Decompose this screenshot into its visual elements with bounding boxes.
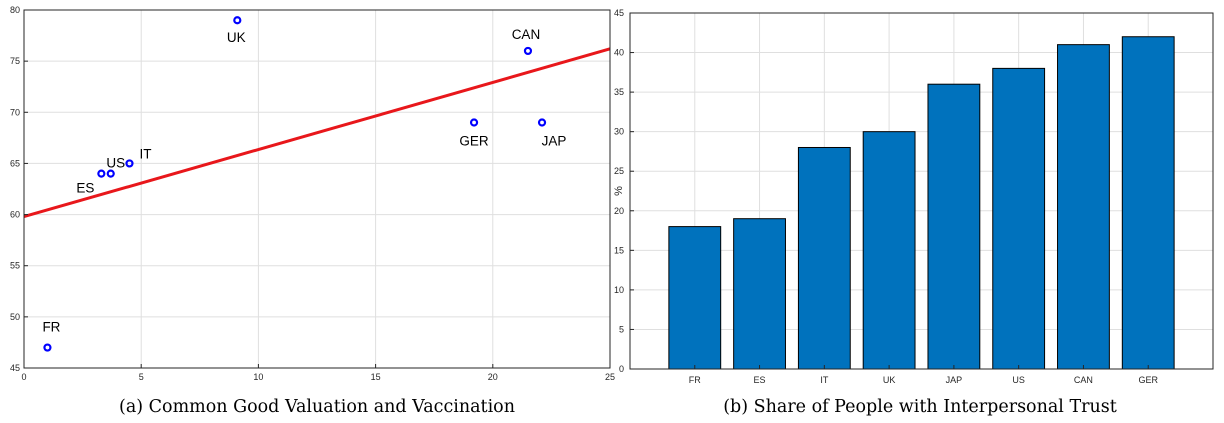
bar-tick-labels: 0 5 10 15 20 25 30 35 40 45 FR ES IT UK JAP US CAN GER xyxy=(614,8,1158,385)
bar-series xyxy=(668,36,1175,370)
bar xyxy=(733,218,786,370)
scatter-y-tick-label: 70 xyxy=(10,107,20,117)
scatter-y-tick-label: 50 xyxy=(10,312,20,322)
scatter-y-tick-label: 65 xyxy=(10,158,20,168)
bar-y-axis-label: % xyxy=(613,186,625,196)
scatter-y-tick-label: 45 xyxy=(10,363,20,373)
scatter-fit-line xyxy=(23,47,611,219)
bar-x-tick-label: GER xyxy=(1138,375,1158,385)
bar-y-tick-label: 35 xyxy=(614,87,624,97)
scatter-point xyxy=(537,118,547,127)
scatter-point xyxy=(469,118,479,127)
bar-y-tick-label: 0 xyxy=(619,364,624,374)
scatter-x-tick-label: 10 xyxy=(253,372,263,382)
scatter-point xyxy=(523,46,533,56)
bar-caption: (b) Share of People with Interpersonal T… xyxy=(723,397,1117,417)
scatter-grid xyxy=(23,9,611,369)
bar xyxy=(668,226,722,370)
scatter-caption: (a) Common Good Valuation and Vaccinatio… xyxy=(119,397,515,417)
bar xyxy=(927,83,981,370)
bar-y-tick-label: 20 xyxy=(614,206,624,216)
bar xyxy=(797,146,851,370)
scatter-axes-frame xyxy=(23,9,611,369)
scatter-x-tick-label: 0 xyxy=(21,372,26,382)
bar xyxy=(1121,36,1175,370)
bar-axes-frame xyxy=(629,12,1214,370)
scatter-y-tick-label: 55 xyxy=(10,261,20,271)
scatter-y-tick-label: 60 xyxy=(10,210,20,220)
scatter-y-tick-label: 80 xyxy=(10,5,20,15)
scatter-point-label: JAP xyxy=(542,134,567,149)
scatter-point-label: UK xyxy=(227,30,246,45)
scatter-point-label: GER xyxy=(459,134,489,149)
bar-x-tick-label: IT xyxy=(820,375,829,385)
scatter-point-label: IT xyxy=(139,146,151,161)
scatter-x-tick-label: 20 xyxy=(488,372,498,382)
bar-x-tick-label: FR xyxy=(689,375,701,385)
bar-x-tick-label: US xyxy=(1012,375,1025,385)
scatter-y-tick-label: 75 xyxy=(10,56,20,66)
bar-y-tick-label: 30 xyxy=(614,127,624,137)
bar-y-tick-label: 40 xyxy=(614,48,624,58)
scatter-point xyxy=(233,16,242,25)
scatter-tick-labels: 0 5 10 15 20 25 45 50 55 60 65 70 75 80 xyxy=(10,5,615,382)
scatter-panel: FR ES US IT UK GER CAN JAP 0 5 10 15 20 25 45 50 55 60 65… xyxy=(10,5,615,417)
scatter-point xyxy=(106,169,115,178)
scatter-point-label: FR xyxy=(42,320,60,335)
scatter-point xyxy=(43,343,52,352)
bar-y-tick-label: 10 xyxy=(614,285,624,295)
scatter-point-label: CAN xyxy=(512,27,541,42)
bar-y-tick-label: 15 xyxy=(614,245,624,255)
scatter-point xyxy=(97,169,106,178)
bar xyxy=(1057,44,1110,370)
scatter-x-tick-label: 15 xyxy=(371,372,381,382)
scatter-points: FR ES US IT UK GER CAN JAP xyxy=(42,16,567,352)
bar-x-tick-label: JAP xyxy=(946,375,963,385)
bar-x-tick-label: CAN xyxy=(1074,375,1093,385)
scatter-point-label: ES xyxy=(76,181,94,196)
bar-x-tick-label: UK xyxy=(883,375,896,385)
scatter-x-tick-label: 5 xyxy=(139,372,144,382)
scatter-point xyxy=(125,159,134,168)
scatter-fit-line-group xyxy=(23,47,611,219)
bar-x-tick-label: ES xyxy=(754,375,766,385)
bar-y-tick-label: 25 xyxy=(614,166,624,176)
bar-y-tick-label: 45 xyxy=(614,8,624,18)
bar-y-tick-label: 5 xyxy=(619,324,624,334)
scatter-point-label: US xyxy=(106,156,125,171)
bar xyxy=(992,67,1046,370)
bar xyxy=(862,131,916,370)
scatter-x-tick-label: 25 xyxy=(605,372,615,382)
